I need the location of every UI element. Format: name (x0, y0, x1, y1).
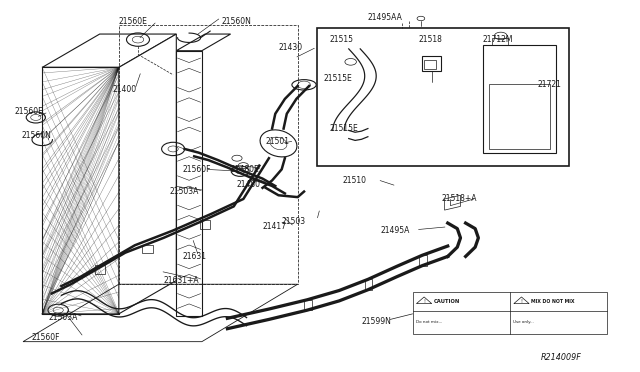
Text: 21560E: 21560E (119, 17, 148, 26)
Text: 21560N: 21560N (21, 131, 51, 141)
Text: 21721: 21721 (537, 80, 561, 89)
Text: 21480E: 21480E (230, 165, 259, 174)
Bar (483, 45, 556, 153)
Bar (143, 244, 153, 253)
Text: 21503: 21503 (282, 217, 306, 226)
Polygon shape (119, 34, 176, 314)
Bar (317, 29, 569, 166)
Text: 21501: 21501 (266, 137, 290, 146)
Text: 21417: 21417 (262, 222, 287, 231)
Bar (413, 292, 607, 334)
Text: 21560F: 21560F (31, 333, 60, 343)
Text: 21560F: 21560F (182, 165, 211, 174)
Bar (424, 60, 436, 69)
Text: !: ! (520, 299, 522, 304)
Bar (492, 38, 508, 45)
Bar (365, 279, 372, 290)
Bar (422, 56, 442, 71)
Polygon shape (176, 34, 230, 51)
Bar (176, 51, 202, 316)
Polygon shape (42, 34, 176, 67)
Bar (304, 300, 312, 310)
Text: 21400: 21400 (113, 85, 136, 94)
Bar (489, 84, 550, 149)
Text: 21631: 21631 (182, 252, 207, 261)
Text: 21518: 21518 (419, 35, 443, 44)
Bar (419, 255, 427, 266)
Text: 21495A: 21495A (381, 226, 410, 235)
Text: 21503A: 21503A (49, 313, 78, 322)
Text: 21430: 21430 (278, 42, 303, 51)
Text: 21560E: 21560E (15, 108, 44, 116)
Text: CAUTION: CAUTION (434, 299, 460, 304)
Text: !: ! (423, 299, 425, 304)
Text: Use only...: Use only... (513, 320, 534, 324)
Text: 21560N: 21560N (221, 17, 251, 26)
Text: Do not mix...: Do not mix... (416, 320, 442, 324)
Text: R214009F: R214009F (540, 353, 581, 362)
Text: 21480: 21480 (237, 180, 261, 189)
Text: 21515E: 21515E (323, 74, 352, 83)
Text: 21631+A: 21631+A (164, 276, 199, 285)
Text: MIX DO NOT MIX: MIX DO NOT MIX (531, 299, 575, 304)
Text: 21515: 21515 (330, 35, 353, 44)
Text: 21712M: 21712M (483, 35, 513, 44)
Bar (42, 67, 119, 314)
Text: 21515E: 21515E (330, 124, 358, 133)
Text: 21495AA: 21495AA (368, 13, 403, 22)
Bar (95, 265, 105, 274)
Text: 21599N: 21599N (362, 317, 392, 326)
Text: 21503A: 21503A (170, 187, 199, 196)
Text: 21510: 21510 (342, 176, 366, 185)
Bar (200, 221, 210, 230)
Text: 21518+A: 21518+A (442, 195, 477, 203)
